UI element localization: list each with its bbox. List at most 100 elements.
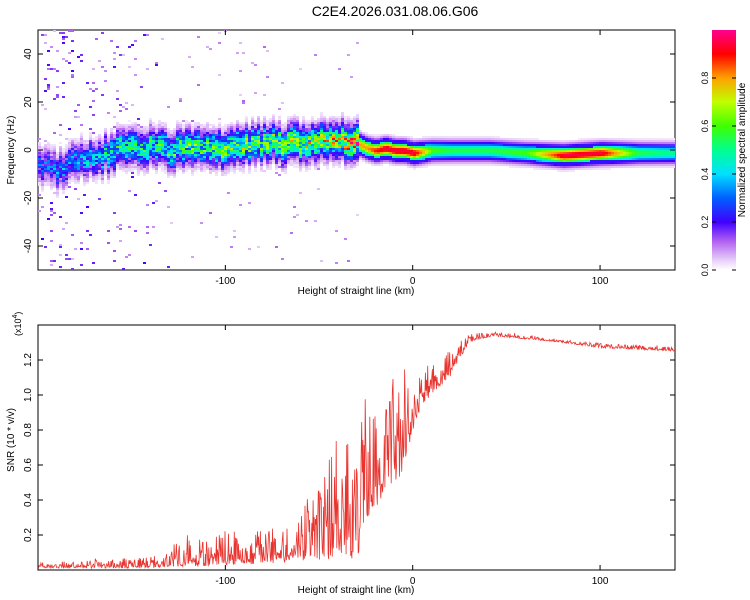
spectrogram-cell: [251, 130, 254, 132]
spectrogram-cell: [512, 138, 515, 140]
spectrogram-cell: [530, 166, 533, 168]
spectrogram-cell: [146, 166, 149, 168]
spectrogram-cell: [446, 158, 449, 160]
spectrogram-cell: [122, 128, 125, 130]
spectrogram-cell: [284, 122, 287, 124]
spectrogram-cell: [278, 150, 281, 152]
spectrogram-cell: [146, 152, 149, 154]
spectrogram-cell: [515, 144, 518, 146]
spectrogram-cell: [146, 128, 149, 130]
spectrogram-cell: [299, 140, 302, 142]
spectrogram-cell: [275, 132, 278, 134]
spectrogram-cell: [572, 144, 575, 146]
spectrogram-cell: [140, 152, 143, 154]
spectrogram-cell: [308, 136, 311, 138]
spectrogram-cell: [599, 140, 602, 142]
spectrogram-cell: [308, 154, 311, 156]
spectrogram-cell: [80, 124, 83, 126]
spectrogram-cell: [524, 144, 527, 146]
spectrogram-cell: [401, 136, 404, 138]
spectrogram-cell: [479, 156, 482, 158]
spectrogram-cell: [275, 172, 278, 174]
spectrogram-cell: [608, 160, 611, 162]
spectrogram-cell: [338, 144, 341, 146]
spectrogram-cell: [473, 138, 476, 140]
spectrogram-cell: [305, 162, 308, 164]
spectrogram-cell: [263, 156, 266, 158]
spectrogram-cell: [632, 148, 635, 150]
spectrogram-cell: [632, 144, 635, 146]
spectrogram-cell: [635, 146, 638, 148]
spectrogram-cell: [62, 150, 65, 152]
spectrogram-cell: [89, 106, 92, 108]
spectrogram-cell: [74, 156, 77, 158]
spectrogram-cell: [401, 162, 404, 164]
spectrogram-cell: [410, 138, 413, 140]
spectrogram-cell: [206, 158, 209, 160]
spectrogram-cell: [467, 164, 470, 166]
spectrogram-cell: [266, 154, 269, 156]
spectrogram-cell: [152, 226, 155, 228]
spectrogram-cell: [131, 122, 134, 124]
spectrogram-cell: [323, 158, 326, 160]
spectrogram-cell: [113, 162, 116, 164]
spectrogram-cell: [674, 160, 675, 162]
spectrogram-cell: [605, 166, 608, 168]
spectrogram-cell: [53, 166, 56, 168]
spectrogram-cell: [398, 164, 401, 166]
spectrogram-cell: [410, 140, 413, 142]
spectrogram-cell: [44, 34, 47, 36]
spectrogram-cell: [143, 158, 146, 160]
spectrogram-cell: [632, 164, 635, 166]
spectrogram-cell: [296, 160, 299, 162]
spectrogram-cell: [398, 148, 401, 150]
spectrogram-cell: [413, 142, 416, 144]
spectrogram-cell: [263, 138, 266, 140]
spectrogram-cell: [92, 144, 95, 146]
spectrogram-cell: [287, 144, 290, 146]
spectrogram-cell: [158, 182, 161, 184]
spectrogram-cell: [449, 140, 452, 142]
spectrogram-cell: [245, 126, 248, 128]
spectrogram-cell: [653, 154, 656, 156]
spectrogram-cell: [656, 138, 659, 140]
spectrogram-cell: [524, 158, 527, 160]
spectrogram-cell: [74, 110, 77, 112]
spectrogram-cell: [395, 144, 398, 146]
spectrogram-cell: [170, 170, 173, 172]
spectrogram-cell: [65, 154, 68, 156]
spectrogram-cell: [83, 168, 86, 170]
spectrogram-cell: [353, 132, 356, 134]
spectrogram-cell: [146, 226, 149, 228]
spectrogram-cell: [92, 150, 95, 152]
spectrogram-cell: [314, 54, 317, 56]
spectrogram-cell: [323, 124, 326, 126]
spectrogram-cell: [311, 116, 314, 118]
spectrogram-cell: [617, 154, 620, 156]
spectrogram-cell: [80, 164, 83, 166]
spectrogram-cell: [437, 154, 440, 156]
spectrogram-cell: [635, 162, 638, 164]
spectrogram-cell: [170, 136, 173, 138]
spectrogram-cell: [275, 164, 278, 166]
spectrogram-cell: [179, 142, 182, 144]
spectrogram-cell: [47, 178, 50, 180]
spectrogram-cell: [80, 176, 83, 178]
spectrogram-cell: [287, 158, 290, 160]
spectrogram-cell: [272, 142, 275, 144]
spectrogram-cell: [371, 162, 374, 164]
spectrogram-cell: [530, 158, 533, 160]
spectrogram-cell: [248, 158, 251, 160]
spectrogram-cell: [83, 170, 86, 172]
spectrogram-cell: [62, 192, 65, 194]
spectrogram-cell: [323, 118, 326, 120]
spectrogram-cell: [518, 138, 521, 140]
spectrogram-cell: [302, 142, 305, 144]
spectrogram-cell: [68, 144, 71, 146]
spectrogram-cell: [65, 172, 68, 174]
spectrogram-cell: [77, 198, 80, 200]
spectrogram-cell: [245, 142, 248, 144]
spectrogram-cell: [500, 138, 503, 140]
spectrogram-cell: [149, 164, 152, 166]
spectrogram-cell: [167, 128, 170, 130]
